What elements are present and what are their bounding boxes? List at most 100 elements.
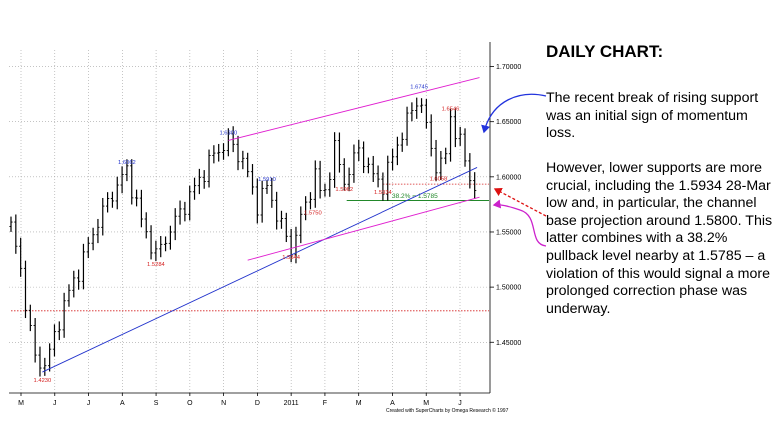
price-label: 1.5750 [304,210,322,216]
price-bar [434,139,438,182]
price-label: 1.6546 [442,107,460,113]
price-bar [77,269,81,290]
price-bar [400,132,404,152]
price-bar [9,216,13,232]
price-bar [62,292,66,338]
price-bar [110,191,115,208]
price-label: 1.5910 [258,177,276,183]
price-bar [255,178,259,224]
price-bar [357,139,361,162]
x-tick-label: J [53,400,57,407]
price-bar [226,128,230,157]
price-bar [463,128,467,167]
trendline [42,167,478,373]
price-bar [154,240,158,262]
price-bar [48,343,52,372]
x-tick-label: F [323,400,327,407]
x-tick-label: A [120,400,125,407]
price-bar [168,225,172,250]
x-tick-label: J [87,400,91,407]
price-bars [9,97,477,377]
price-bar [144,212,148,239]
price-bar [101,197,105,236]
commentary-heading: DAILY CHART: [546,42,664,61]
price-bar [347,167,351,192]
x-tick-label: D [255,400,260,407]
price-bar [72,270,76,298]
price-bar [163,236,168,252]
price-bar [43,357,47,376]
price-labels: 1.4230 1.6062 1.5284 1.6300 1.5910 1.5344 1.57… [34,85,460,384]
price-bar [390,148,395,171]
price-bar [149,225,153,260]
price-bar [458,126,462,146]
price-bar [217,143,221,162]
price-bar [371,155,375,183]
price-bar [86,237,90,259]
price-bar [207,149,211,188]
price-bar [139,189,144,228]
price-bar [299,206,303,244]
price-bar [159,236,163,258]
y-tick-label: 1.50000 [496,285,521,292]
price-label: 1.6058 [430,176,448,182]
x-tick-label: J [458,400,462,407]
price-label: 1.5962 [335,187,353,193]
price-bar [304,196,308,221]
price-bar [424,98,428,129]
price-bar [439,150,443,180]
price-bar [415,97,419,119]
price-bar [284,212,288,243]
price-bar [241,150,245,170]
y-tick-label: 1.55000 [496,229,521,236]
chart-grid [9,50,490,393]
price-bar [115,176,119,210]
x-tick-label: N [221,400,226,407]
trendlines [42,77,480,373]
price-bar [202,170,206,189]
price-bar [444,147,448,165]
axes: 1.70000 1.65000 1.60000 1.55000 1.50000 1.450… [9,42,521,407]
price-label: 1.6062 [118,160,136,166]
price-bar [52,324,57,357]
trendline [228,77,480,141]
price-bar [81,243,86,290]
price-bar [67,284,71,307]
price-bar [448,108,453,162]
price-bar [405,106,409,146]
price-bar [386,155,390,201]
price-bar [333,132,337,188]
price-bar [473,172,477,200]
commentary-paragraph-1: The recent break of rising support was a… [546,90,759,142]
price-bar [270,177,274,208]
price-bar [342,158,346,191]
price-bar [28,304,32,332]
price-bar [246,152,250,178]
price-bar [337,132,342,173]
price-bar [38,346,42,377]
price-bar [221,143,226,160]
x-tick-label: 2011 [284,400,299,407]
price-bar [260,180,264,223]
price-bar [33,318,37,363]
price-bar [236,135,240,171]
price-bar [366,157,371,174]
price-bar [376,165,380,188]
x-tick-label: A [390,400,395,407]
price-bar [96,218,100,244]
price-bar [130,159,134,205]
price-bar [120,166,124,194]
price-label: 1.5934 [374,190,393,196]
price-bar [19,237,23,277]
price-bar [134,189,139,207]
price-bar [192,177,197,200]
y-tick-label: 1.60000 [496,174,521,181]
price-bar [23,260,28,319]
arrow-blue [481,93,547,134]
y-tick-label: 1.45000 [496,340,521,347]
price-label: 1.5284 [147,262,166,268]
price-label: 1.6745 [410,85,428,91]
price-bar [125,159,129,182]
price-bar [328,172,332,197]
